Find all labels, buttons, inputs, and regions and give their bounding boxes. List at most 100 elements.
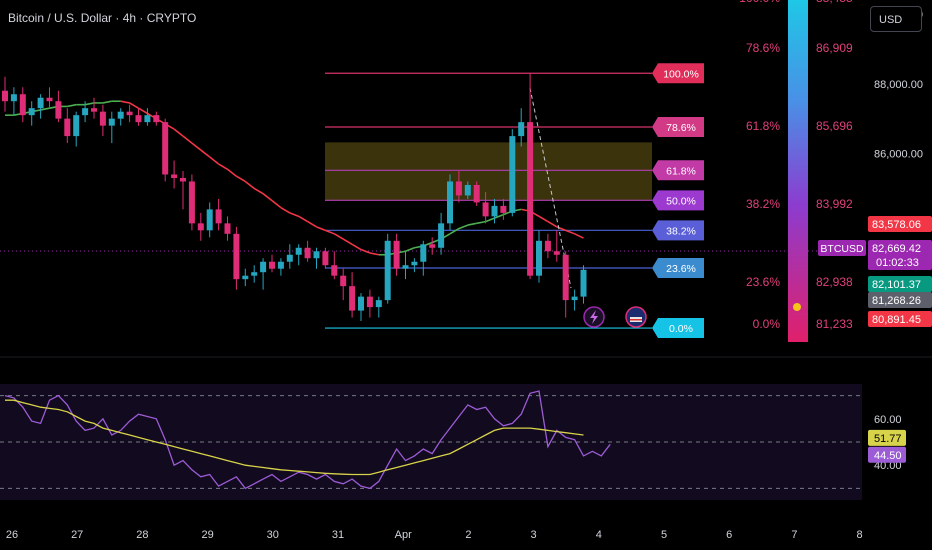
time-tick-label: 5 xyxy=(661,529,667,541)
candle-body xyxy=(28,108,35,116)
price-tag xyxy=(868,276,932,292)
fib-level-labels[interactable]: 100.0% 78.6% 61.8% 50.0% 38.2% 23.6% 0.0% xyxy=(652,63,704,339)
ma-segment xyxy=(227,168,237,177)
ma-segment xyxy=(262,193,273,202)
candle-body xyxy=(447,181,453,224)
ma-segment xyxy=(565,229,575,235)
candle-body xyxy=(126,111,133,116)
fib-level-label: 78.6% xyxy=(666,122,696,134)
volume-profile-bar xyxy=(788,0,808,342)
candle-body xyxy=(429,244,436,248)
vp-percent-label: 100.0% xyxy=(739,0,780,5)
candle-body xyxy=(108,118,115,126)
price-tag-value: 81,268.26 xyxy=(872,295,921,307)
ma-segment xyxy=(449,227,460,235)
event-markers[interactable] xyxy=(583,306,647,328)
candle-body xyxy=(277,261,284,269)
candle-body xyxy=(295,247,302,255)
ma-segment xyxy=(102,100,112,104)
candle-body xyxy=(10,94,17,102)
candle-body xyxy=(46,97,53,102)
fib-level-tag[interactable] xyxy=(652,117,704,138)
ma-segment xyxy=(316,226,326,232)
candle-body xyxy=(269,261,275,269)
price-tag xyxy=(868,292,932,308)
fib-level-label: 61.8% xyxy=(666,165,696,177)
price-tag-value: 80,891.45 xyxy=(872,314,921,326)
fib-level-tag[interactable] xyxy=(652,160,704,181)
fib-level-label: 50.0% xyxy=(666,195,696,207)
candle-body xyxy=(313,251,320,259)
fib-level-tag[interactable] xyxy=(652,318,704,339)
chart-title: Bitcoin / U.S. Dollar · 4h · CRYPTO xyxy=(8,11,197,25)
time-tick-label: 4 xyxy=(596,529,602,541)
rsi-ma-line xyxy=(5,399,584,476)
fib-level-tag[interactable] xyxy=(652,220,704,241)
rsi-indicator xyxy=(0,390,862,490)
price-tick-label: 88,000.00 xyxy=(874,79,923,91)
candle-body xyxy=(2,90,8,102)
vp-price-label: 88,455 xyxy=(816,0,853,5)
candle-body xyxy=(482,202,489,217)
time-axis[interactable]: 26 27 28 29 30 31 Apr 2 3 4 5 6 7 8 xyxy=(6,529,863,541)
vp-price-label: 85,696 xyxy=(816,119,853,133)
candle-body xyxy=(331,265,338,276)
vp-price-label: 83,992 xyxy=(816,197,853,211)
currency-button[interactable]: USD xyxy=(870,6,922,32)
candle-body xyxy=(55,101,62,119)
ma-segment xyxy=(476,220,486,225)
candle-body xyxy=(491,205,498,217)
candle-body xyxy=(393,240,400,269)
vp-percent-label: 0.0% xyxy=(753,317,781,331)
candle-body xyxy=(99,111,106,126)
candle-body xyxy=(73,115,80,137)
candle-body xyxy=(242,275,249,280)
candle-body xyxy=(91,108,97,112)
candle-body xyxy=(251,272,258,276)
candle-body xyxy=(438,223,445,248)
rsi-value-label: 44.50 xyxy=(874,450,902,462)
fibonacci-retracement[interactable] xyxy=(325,72,652,329)
candlesticks xyxy=(2,73,587,322)
ma-segment xyxy=(191,142,202,151)
candle-body xyxy=(135,115,142,123)
ma-segment xyxy=(84,102,95,106)
ma-segment xyxy=(547,220,558,228)
ma-segment xyxy=(173,128,184,137)
ma-segment xyxy=(244,180,255,190)
rsi-tick-label: 60.00 xyxy=(874,414,902,426)
price-tick-label: 86,000.00 xyxy=(874,149,923,161)
time-tick-label: 2 xyxy=(465,529,471,541)
rsi-value-label: 51.77 xyxy=(874,433,902,445)
rsi-value-tag xyxy=(868,429,906,446)
volume-profile: 100.0% 88,455 78.6% 86,909 61.8% 85,696 38.2% 8… xyxy=(739,0,853,342)
fib-trend-line[interactable] xyxy=(529,87,572,289)
time-tick-label: 26 xyxy=(6,529,18,541)
price-tags: 83,578.06 82,669.42 01:02:33 BTCUSD 82,101.3… xyxy=(818,216,932,327)
candle-body xyxy=(518,122,525,137)
vp-price-label: 86,909 xyxy=(816,41,853,55)
ma-segment xyxy=(120,100,130,104)
ma-segment xyxy=(325,229,335,235)
rsi-pane-background xyxy=(0,384,862,500)
fib-level-label: 38.2% xyxy=(666,225,696,237)
price-tag xyxy=(868,216,932,232)
time-tick-label: 8 xyxy=(857,529,863,541)
fib-level-tag[interactable] xyxy=(652,190,704,211)
flag-stripe-icon xyxy=(630,319,642,321)
ma-segment xyxy=(253,187,264,195)
price-tag xyxy=(868,240,932,270)
rsi-axis[interactable]: 60.00 40.00 51.77 44.50 xyxy=(868,414,906,472)
candle-body xyxy=(500,205,507,213)
candle-body xyxy=(411,261,418,266)
lightning-icon xyxy=(590,310,598,324)
candle-body xyxy=(384,240,391,301)
fib-level-tag[interactable] xyxy=(652,63,704,84)
ma-segment xyxy=(467,222,477,226)
candle-body xyxy=(286,254,293,262)
symbol-tag[interactable] xyxy=(818,240,866,256)
ma-segment xyxy=(200,149,211,158)
ma-segment xyxy=(351,243,362,251)
fib-level-tag[interactable] xyxy=(652,258,704,279)
